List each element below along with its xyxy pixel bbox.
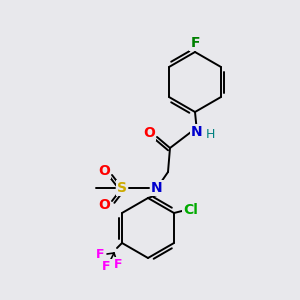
Text: O: O bbox=[98, 198, 110, 212]
Text: O: O bbox=[98, 164, 110, 178]
Text: F: F bbox=[96, 248, 104, 262]
Text: O: O bbox=[143, 126, 155, 140]
Text: S: S bbox=[117, 181, 127, 195]
Text: F: F bbox=[102, 260, 110, 274]
Text: F: F bbox=[190, 36, 200, 50]
Text: N: N bbox=[151, 181, 163, 195]
Text: N: N bbox=[191, 125, 203, 139]
Text: Cl: Cl bbox=[184, 203, 198, 217]
Text: F: F bbox=[114, 259, 122, 272]
Text: H: H bbox=[205, 128, 215, 142]
